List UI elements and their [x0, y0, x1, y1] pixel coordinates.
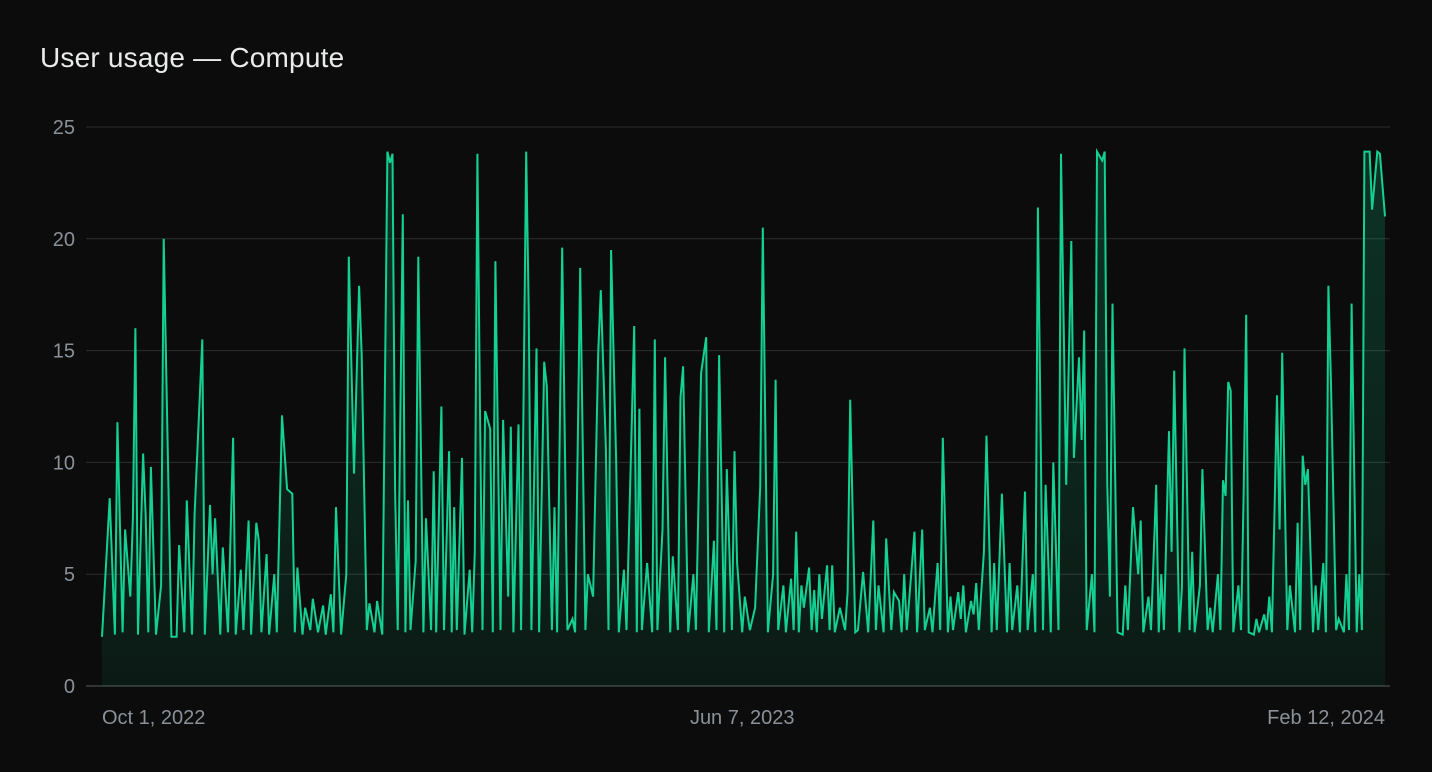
y-tick-label: 20	[53, 229, 75, 251]
y-tick-label: 5	[64, 564, 75, 586]
y-axis-labels: 0 5 10 15 20 25	[53, 117, 75, 698]
x-tick-label: Oct 1, 2022	[102, 707, 205, 729]
y-tick-label: 15	[53, 341, 75, 363]
area-series	[102, 151, 1385, 687]
y-tick-label: 10	[53, 452, 75, 474]
line-series	[101, 147, 1386, 638]
x-tick-label: Jun 7, 2023	[690, 707, 795, 729]
x-tick-label: Feb 12, 2024	[1267, 707, 1385, 729]
y-tick-label: 0	[64, 676, 75, 698]
page-title: User usage — Compute	[40, 42, 345, 73]
y-tick-label: 25	[53, 117, 75, 139]
x-axis-labels: Oct 1, 2022 Jun 7, 2023 Feb 12, 2024	[102, 707, 1385, 729]
